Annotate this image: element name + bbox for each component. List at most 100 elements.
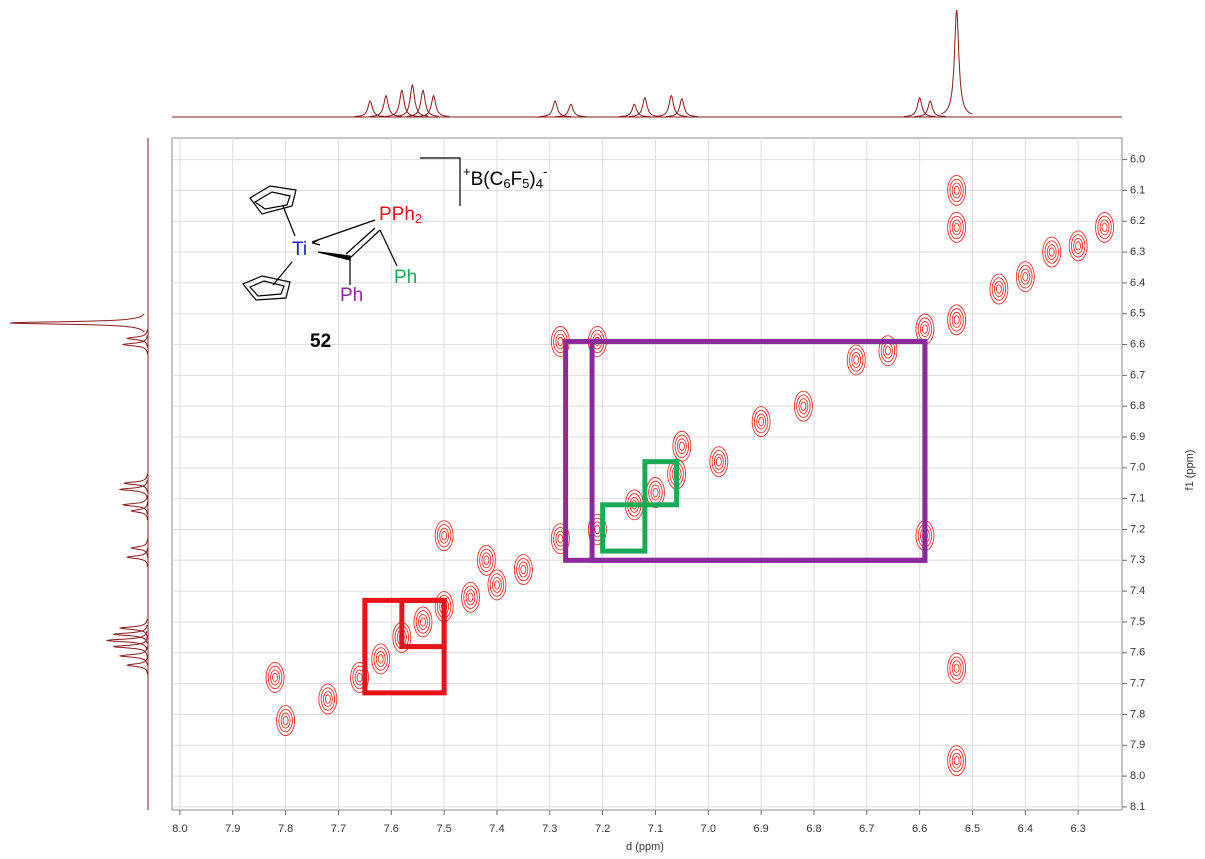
contour-ring [322,691,333,707]
top-projection-peak [555,103,587,118]
cross-peak [413,606,433,638]
x-tick-label: 7.2 [595,823,610,835]
metal-label: Ti [292,239,307,260]
contour-ring [882,342,893,359]
y-tick-label: 6.0 [1130,153,1145,165]
contour-ring [493,580,500,590]
y-tick-label: 7.7 [1130,678,1145,690]
contour-ring [1099,219,1110,236]
contour-ring [652,487,659,498]
y-tick-label: 7.0 [1130,462,1145,474]
contour-ring [798,398,809,415]
contour-ring [947,211,967,243]
top-projection-peak [903,96,936,117]
x-tick-label: 7.6 [384,823,399,835]
contour-ring [587,514,607,545]
contour-ring [267,665,283,690]
contour-ring [709,446,729,478]
wedge-bond [317,251,351,261]
contour-ring [1101,222,1108,233]
contour-ring [949,308,964,332]
arrowhead [311,239,321,246]
cp-ring [249,185,297,215]
contour-ring [846,344,866,376]
contour-ring [439,527,450,544]
contour-ring [1073,237,1084,254]
contour-ring [487,569,507,601]
contour-ring [753,409,769,434]
contour-ring [849,348,864,372]
left-projection-peak [123,473,148,493]
y-tick-label: 7.9 [1130,739,1145,751]
cross-peak [1095,211,1115,243]
phenyl-label: Ph [394,267,417,288]
contour-ring [481,552,492,569]
left-projection-peak [118,618,148,638]
top-projection-peak [914,100,947,118]
contour-ring [919,321,930,338]
contour-ring [878,335,898,367]
y-tick-label: 6.4 [1130,277,1145,289]
y-tick-label: 6.5 [1130,308,1145,320]
bond [349,229,381,259]
contour-ring [1042,236,1062,268]
left-projection-peak [125,548,148,567]
cross-peak [265,661,285,693]
contour-ring [418,614,428,630]
contour-ring [1046,244,1057,261]
contour-ring [951,219,962,236]
contour-ring [1075,241,1082,251]
bond [282,205,296,237]
cross-peak [318,683,338,715]
contour-ring [1015,261,1035,293]
contour-ring [947,745,967,777]
bond [272,261,293,286]
counterion-part: - [543,164,547,179]
x-tick-label: 6.6 [912,823,927,835]
contour-ring [489,573,505,597]
contour-ring [518,561,529,578]
compound-number: 52 [310,331,331,352]
contour-ring [953,663,960,673]
contour-ring [953,185,960,196]
contour-ring [851,351,862,368]
contour-ring [375,651,386,667]
y-tick-label: 7.4 [1130,585,1145,597]
left-projection-peak [125,329,148,348]
contour-ring [796,394,811,418]
x-tick-label: 6.5 [965,823,980,835]
contour-ring [467,592,474,602]
x-tick-label: 7.9 [225,823,240,835]
highlight-box [589,338,928,563]
structure [242,157,461,301]
contour-ring [441,531,448,541]
contour-ring [951,660,962,677]
cross-peak [947,174,967,206]
counterion-part: F [511,169,523,190]
contour-ring [377,654,384,664]
contour-ring [953,222,960,233]
contour-ring [995,284,1002,294]
cross-peak [989,273,1009,305]
contour-ring [371,643,391,675]
contour-ring [513,554,533,586]
contour-ring [1048,247,1055,257]
contour-ring [947,304,967,336]
top-projection-peak [539,100,571,118]
y-tick-label: 6.7 [1130,369,1145,381]
x-tick-label: 7.4 [489,823,504,835]
contour-ring [550,523,570,555]
bond [311,219,376,243]
top-projection-peak [407,89,439,117]
x-tick-label: 7.3 [542,823,557,835]
x-tick-label: 7.0 [701,823,716,835]
contour-ring [756,413,767,430]
highlight-box [600,502,648,554]
y-tick-label: 6.9 [1130,431,1145,443]
contour-ring [884,346,891,356]
contour-ring [270,669,280,686]
contour-ring [320,687,336,711]
top-projection-peak [655,94,688,117]
contour-ring [356,672,363,683]
contour-ring [951,182,962,199]
